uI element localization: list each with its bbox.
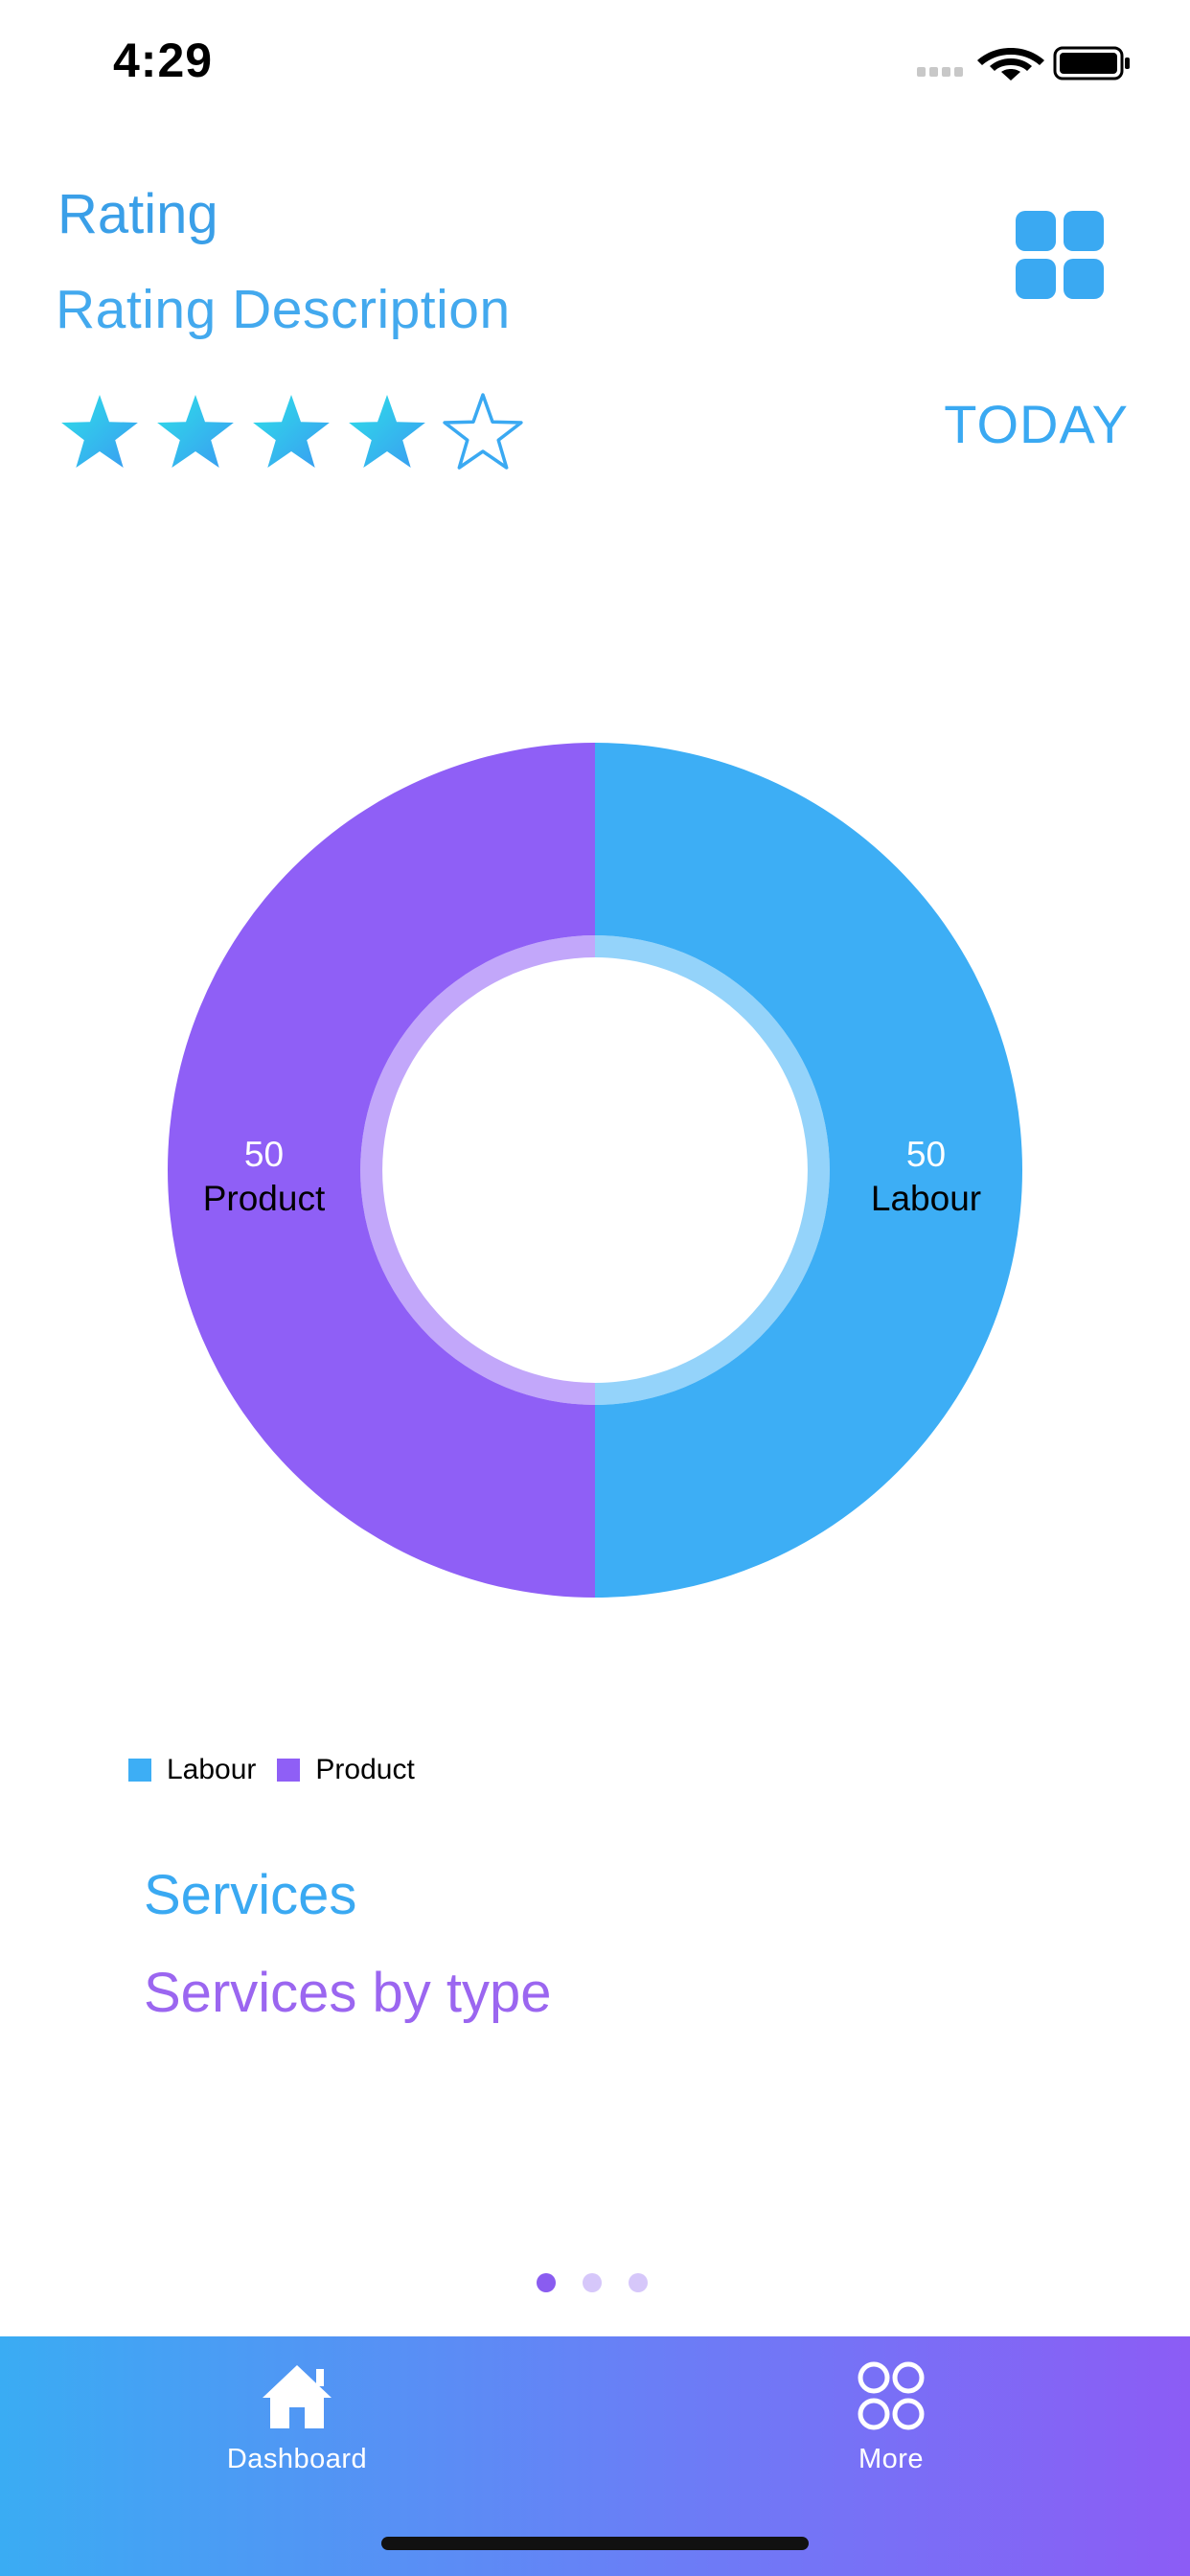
grid-icon-cell — [1016, 259, 1056, 299]
tab-more[interactable]: More — [795, 2359, 987, 2503]
donut-slice-labour[interactable] — [595, 743, 1022, 1598]
four-circles-icon — [858, 2361, 925, 2430]
tab-dashboard[interactable]: Dashboard — [201, 2359, 393, 2503]
donut-chart: 50 Labour 50 Product — [168, 743, 1022, 1598]
legend-item-product: Product — [277, 1754, 415, 1786]
tab-bar: Dashboard More — [0, 2336, 1190, 2576]
services-title: Services — [144, 1864, 357, 1926]
grid-view-button[interactable] — [1016, 211, 1104, 299]
star-empty-icon[interactable] — [441, 391, 525, 475]
tab-label-more: More — [858, 2444, 925, 2474]
services-subtitle: Services by type — [144, 1962, 552, 2024]
donut-slice-product[interactable] — [168, 743, 595, 1598]
grid-icon-cell — [1064, 211, 1104, 251]
star-filled-icon[interactable] — [153, 391, 238, 475]
grid-icon-cell — [1016, 211, 1056, 251]
status-icons — [917, 46, 1130, 80]
page-dot[interactable] — [583, 2273, 602, 2292]
today-button[interactable]: TODAY — [944, 394, 1129, 454]
page-dot[interactable] — [537, 2273, 556, 2292]
home-indicator — [381, 2537, 809, 2550]
slice-name-label: Product — [203, 1179, 326, 1218]
star-filled-icon[interactable] — [57, 391, 142, 475]
slice-name-label: Labour — [871, 1179, 981, 1218]
legend-label: Labour — [167, 1754, 257, 1785]
rating-title: Rating — [57, 183, 218, 245]
legend-swatch — [128, 1759, 151, 1782]
slice-value-label: 50 — [906, 1135, 946, 1174]
legend-swatch — [277, 1759, 301, 1782]
slice-value-label: 50 — [244, 1135, 284, 1174]
cellular-signal-icon — [917, 67, 963, 77]
home-icon — [263, 2365, 332, 2428]
rating-description: Rating Description — [56, 279, 511, 340]
page-dot[interactable] — [629, 2273, 648, 2292]
battery-icon — [1053, 46, 1130, 80]
chart-legend: Labour Product — [128, 1754, 415, 1786]
tab-label-dashboard: Dashboard — [226, 2444, 368, 2474]
legend-item-labour: Labour — [128, 1754, 256, 1786]
page-indicator[interactable] — [537, 2273, 648, 2292]
star-filled-icon[interactable] — [345, 391, 429, 475]
star-filled-icon[interactable] — [249, 391, 333, 475]
wifi-icon — [977, 48, 1044, 80]
star-rating[interactable] — [57, 391, 525, 477]
status-time: 4:29 — [113, 34, 214, 87]
grid-icon-cell — [1064, 259, 1104, 299]
legend-label: Product — [315, 1754, 415, 1785]
